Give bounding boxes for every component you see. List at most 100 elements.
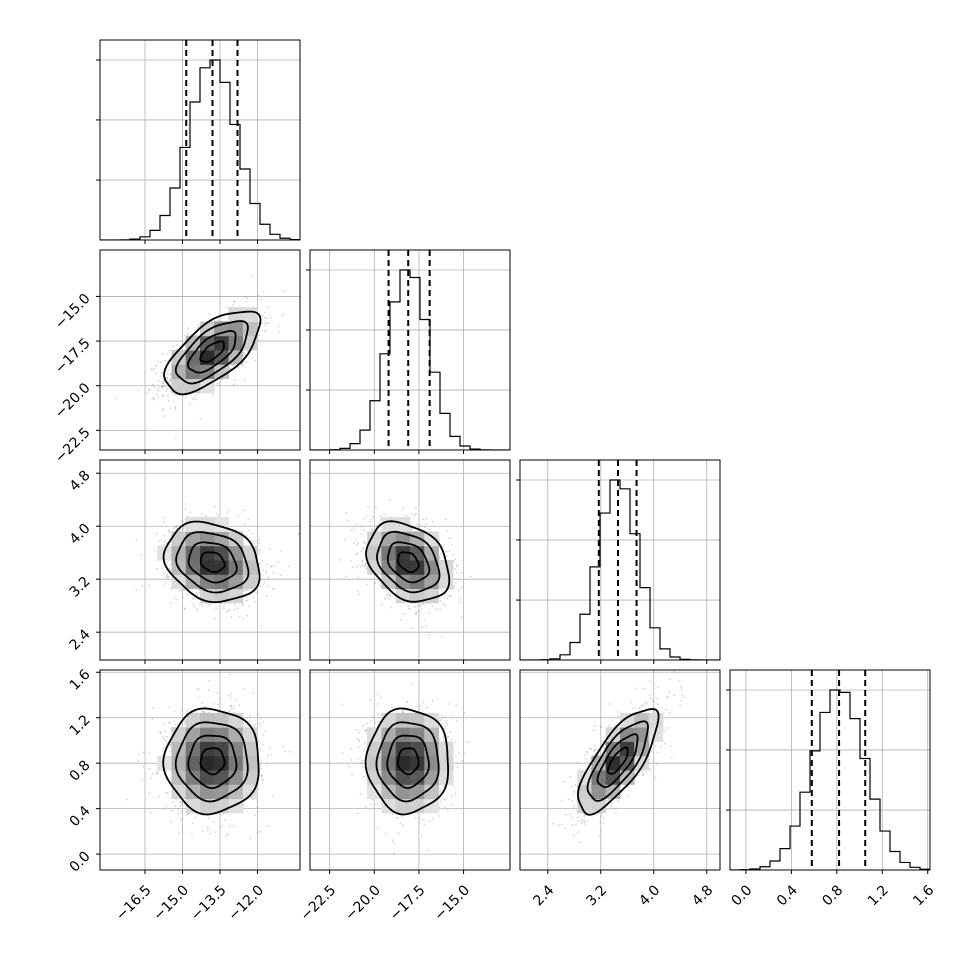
scatter-point	[431, 521, 434, 523]
scatter-point	[262, 583, 265, 586]
scatter-point	[198, 591, 201, 594]
scatter-point	[213, 617, 216, 620]
scatter-point	[135, 589, 138, 592]
scatter-point	[165, 805, 167, 807]
scatter-point	[256, 800, 259, 803]
density-cell	[214, 545, 230, 561]
scatter-point	[273, 587, 276, 590]
scatter-point	[182, 526, 185, 529]
histogram-step	[520, 479, 720, 660]
scatter-point	[197, 326, 199, 329]
scatter-point	[138, 753, 141, 756]
scatter-point	[233, 383, 236, 386]
scatter-point	[259, 724, 262, 727]
scatter-point	[149, 777, 152, 780]
scatter-point	[267, 306, 270, 309]
scatter-point	[226, 833, 229, 836]
scatter-point	[189, 511, 192, 514]
scatter-point	[270, 753, 272, 756]
y-tick-label: 4.0	[67, 521, 94, 548]
scatter-point	[163, 534, 166, 537]
scatter-point	[214, 831, 217, 833]
scatter-point	[362, 548, 365, 551]
scatter-point	[252, 542, 255, 545]
panel-1-0: −22.5−20.0−17.5−15.0	[52, 249, 301, 466]
scatter-point	[168, 706, 171, 708]
panel-2-2	[516, 459, 721, 664]
scatter-point	[256, 806, 258, 808]
scatter-point	[169, 544, 172, 547]
scatter-point	[265, 572, 268, 575]
scatter-point	[195, 610, 198, 612]
scatter-point	[137, 388, 140, 391]
scatter-point	[255, 592, 257, 594]
scatter-point	[243, 687, 246, 690]
density-cell	[228, 531, 244, 547]
scatter-point	[243, 523, 246, 526]
scatter-point	[389, 498, 391, 501]
scatter-point	[163, 543, 165, 546]
scatter-point	[183, 334, 186, 337]
scatter-point	[197, 689, 200, 691]
scatter-point	[181, 826, 184, 829]
scatter-point	[261, 314, 264, 317]
scatter-point	[169, 743, 172, 746]
scatter-point	[241, 603, 244, 605]
scatter-point	[419, 605, 422, 608]
scatter-point	[441, 635, 444, 638]
scatter-point	[175, 524, 178, 527]
scatter-point	[251, 540, 253, 543]
scatter-point	[157, 387, 160, 390]
scatter-point	[197, 593, 200, 596]
scatter-point	[269, 316, 272, 319]
scatter-point	[431, 605, 434, 607]
panel-content	[338, 498, 472, 638]
scatter-point	[345, 575, 347, 578]
scatter-point	[364, 541, 367, 543]
scatter-point	[125, 798, 128, 801]
scatter-point	[380, 603, 383, 606]
scatter-point	[183, 608, 186, 610]
scatter-point	[362, 547, 365, 550]
scatter-point	[186, 709, 188, 712]
scatter-point	[230, 616, 233, 618]
panel-frame	[99, 249, 301, 451]
scatter-point	[137, 759, 140, 762]
scatter-point	[180, 588, 182, 591]
scatter-point	[259, 722, 262, 725]
scatter-point	[198, 603, 201, 606]
scatter-point	[259, 764, 262, 767]
scatter-point	[229, 367, 232, 370]
scatter-point	[261, 322, 264, 325]
scatter-point	[370, 577, 372, 580]
scatter-point	[196, 696, 199, 699]
scatter-point	[222, 605, 225, 608]
scatter-point	[201, 702, 204, 704]
scatter-point	[169, 744, 172, 747]
scatter-point	[279, 574, 282, 576]
scatter-point	[425, 523, 428, 525]
scatter-point	[266, 317, 269, 320]
scatter-point	[256, 810, 259, 813]
scatter-point	[413, 514, 416, 517]
scatter-point	[428, 633, 431, 636]
scatter-point	[173, 710, 176, 713]
scatter-point	[414, 506, 417, 509]
scatter-point	[165, 389, 168, 392]
scatter-point	[379, 582, 382, 585]
scatter-point	[440, 552, 442, 555]
scatter-point	[173, 393, 176, 396]
scatter-point	[260, 298, 262, 301]
scatter-point	[297, 533, 300, 535]
scatter-point	[235, 699, 237, 702]
scatter-point	[156, 567, 159, 570]
scatter-point	[161, 353, 164, 355]
scatter-point	[386, 595, 389, 598]
scatter-point	[418, 610, 420, 613]
scatter-point	[264, 316, 267, 319]
scatter-point	[209, 603, 211, 606]
scatter-point	[163, 808, 166, 810]
scatter-point	[374, 582, 377, 584]
scatter-point	[260, 625, 263, 628]
scatter-point	[350, 559, 353, 562]
